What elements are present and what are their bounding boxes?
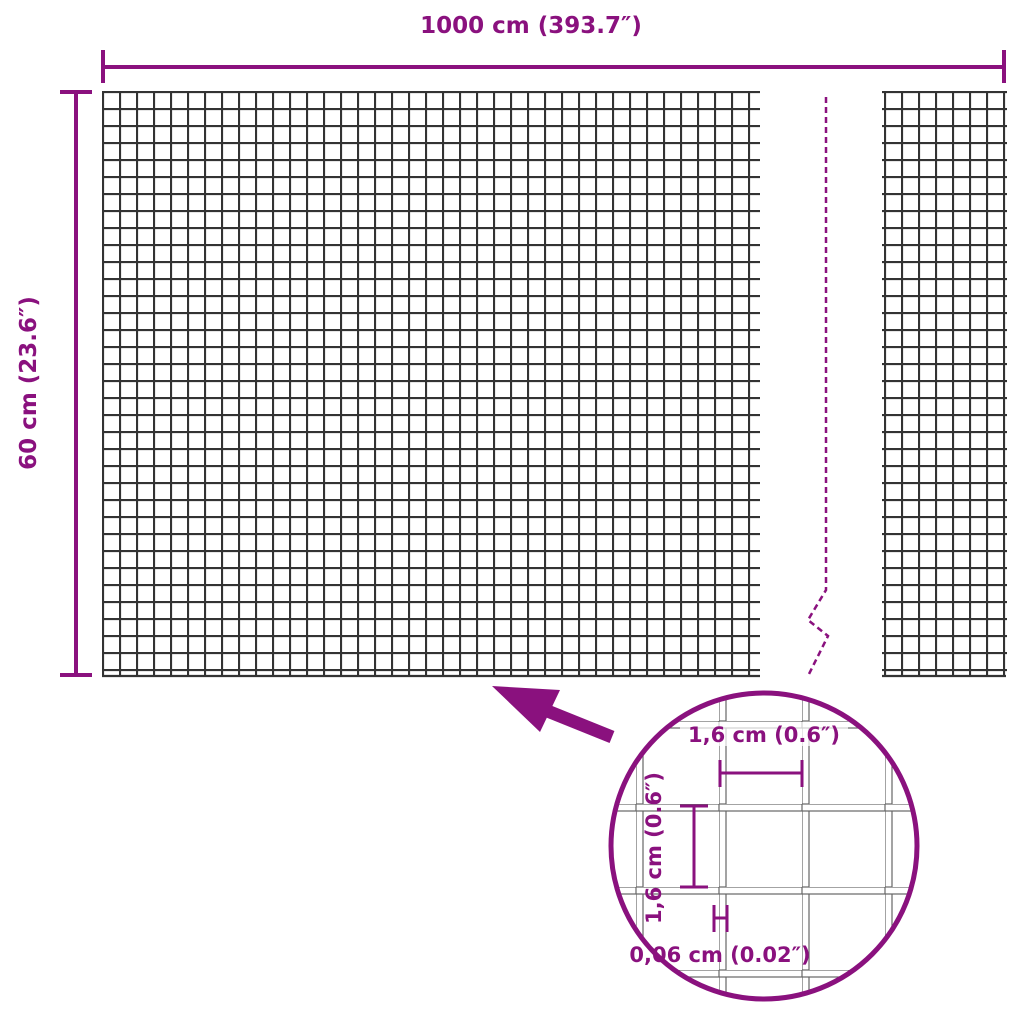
mesh-width-label: 1,6 cm (0.6″) xyxy=(688,723,840,747)
detail-zoom: 1,6 cm (0.6″) 1,6 cm (0.6″) 0,06 cm (0.0… xyxy=(608,690,920,1002)
height-label: 60 cm (23.6″) xyxy=(16,296,42,470)
mesh-height-label: 1,6 cm (0.6″) xyxy=(642,772,666,924)
height-dimension: 60 cm (23.6″) xyxy=(16,90,92,677)
wire-thickness-label: 0,06 cm (0.02″) xyxy=(629,943,810,967)
length-label: 1000 cm (393.7″) xyxy=(420,13,642,39)
mesh-panel-main xyxy=(102,91,760,677)
length-dimension: 1000 cm (393.7″) xyxy=(101,13,1006,83)
mesh-panel-end xyxy=(882,91,1007,677)
break-line xyxy=(806,97,830,677)
pointer-arrow xyxy=(492,686,615,744)
